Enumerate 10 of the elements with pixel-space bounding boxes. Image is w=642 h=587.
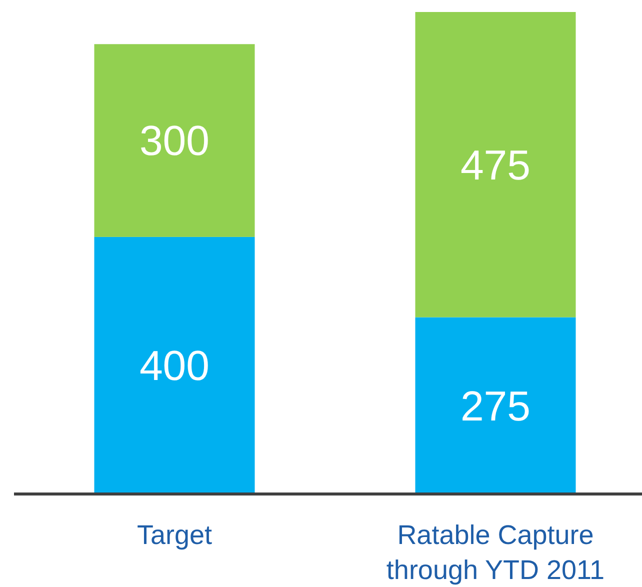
bar xyxy=(94,44,255,237)
bar xyxy=(94,236,255,494)
x-tick-label: Ratable Capture through YTD 2011 xyxy=(386,520,605,585)
data-label: 475 xyxy=(460,141,531,188)
bar xyxy=(415,317,576,494)
data-label: 400 xyxy=(139,342,210,390)
x-tick-label: Target xyxy=(136,520,213,550)
data-label: 300 xyxy=(139,117,210,164)
bar xyxy=(415,12,576,318)
data-label: 275 xyxy=(460,382,531,430)
